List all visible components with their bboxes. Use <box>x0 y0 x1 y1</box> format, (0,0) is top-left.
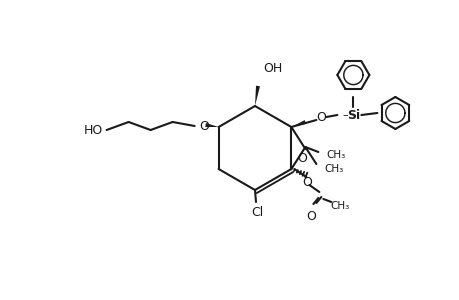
Text: O: O <box>297 152 307 164</box>
Polygon shape <box>291 120 305 127</box>
Text: O: O <box>316 110 325 124</box>
Text: Cl: Cl <box>250 206 263 218</box>
Text: CH₃: CH₃ <box>326 150 345 160</box>
Text: CH₃: CH₃ <box>324 164 343 174</box>
Text: –: – <box>342 110 347 120</box>
Text: HO: HO <box>83 124 102 136</box>
Polygon shape <box>254 86 259 106</box>
Text: O: O <box>306 211 316 224</box>
Text: O: O <box>302 176 312 188</box>
Text: OH: OH <box>263 61 282 74</box>
Polygon shape <box>205 123 218 127</box>
Text: Si: Si <box>346 109 359 122</box>
Text: O: O <box>199 119 209 133</box>
Text: CH₃: CH₃ <box>330 201 349 211</box>
